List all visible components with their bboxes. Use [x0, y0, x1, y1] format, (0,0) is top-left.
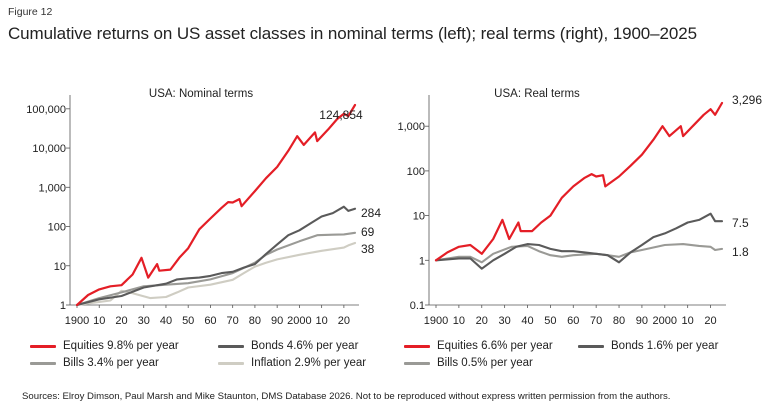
x-tick-label-nominal: 90 — [271, 315, 283, 327]
y-tick-label-nominal: 1 — [60, 300, 66, 312]
x-tick-label-nominal: 30 — [138, 315, 150, 327]
end-label-bills-nominal: 69 — [361, 225, 375, 239]
x-tick-label-real: 60 — [567, 315, 579, 327]
x-tick-label-nominal: 80 — [249, 315, 261, 327]
x-tick-label-nominal: 50 — [182, 315, 194, 327]
series-line-equities-real — [434, 101, 724, 262]
y-tick-label-real: 1 — [419, 255, 425, 267]
x-tick-label-real: 50 — [544, 315, 556, 327]
x-tick-label-real: 1900 — [424, 315, 448, 327]
y-tick-label-nominal: 100 — [48, 222, 66, 234]
x-tick-label-real: 80 — [613, 315, 625, 327]
legend-label: Bills 3.4% per year — [63, 357, 159, 369]
end-label-inflation-nominal: 38 — [361, 242, 375, 256]
y-tick-label-nominal: 10 — [54, 261, 66, 273]
y-tick-label-real: 100 — [407, 166, 425, 178]
x-tick-label-nominal: 2000 — [287, 315, 311, 327]
end-label-equities-nominal: 124,854 — [319, 108, 363, 122]
series-line-bonds-nominal — [75, 205, 357, 307]
end-label-bonds-real: 7.5 — [732, 216, 749, 230]
x-tick-label-nominal: 20 — [115, 315, 127, 327]
legend-swatch — [578, 344, 604, 348]
end-label-equities-real: 3,296 — [732, 93, 762, 107]
legend-label: Inflation 2.9% per year — [251, 357, 367, 369]
y-tick-label-real: 10 — [413, 211, 425, 223]
series-line-bonds-real — [434, 212, 724, 270]
x-tick-label-real: 10 — [682, 315, 694, 327]
legend-item-bonds-nominal: Bonds 4.6% per year — [218, 340, 358, 352]
legend-label: Equities 9.8% per year — [63, 340, 179, 352]
legend-swatch — [30, 361, 56, 365]
legend-item-bills-nominal: Bills 3.4% per year — [30, 357, 159, 369]
x-tick-label-real: 10 — [453, 315, 465, 327]
x-tick-label-nominal: 70 — [227, 315, 239, 327]
legend-item-equities-nominal: Equities 9.8% per year — [30, 340, 179, 352]
figure-label: Figure 12 — [8, 6, 53, 18]
legend-label: Bonds 4.6% per year — [251, 340, 359, 352]
source-note: Sources: Elroy Dimson, Paul Marsh and Mi… — [22, 391, 671, 402]
legend-item-bonds-real: Bonds 1.6% per year — [578, 340, 718, 352]
x-tick-label-nominal: 10 — [316, 315, 328, 327]
x-tick-label-nominal: 1900 — [65, 315, 89, 327]
legend-swatch — [404, 361, 430, 365]
figure-title: Cumulative returns on US asset classes i… — [8, 24, 697, 43]
series-line-bills-real — [434, 243, 724, 264]
end-label-bonds-nominal: 284 — [361, 206, 381, 220]
legend-swatch — [404, 344, 430, 348]
x-tick-label-real: 2000 — [653, 315, 677, 327]
legend-swatch — [218, 361, 244, 365]
legend-label: Equities 6.6% per year — [437, 340, 553, 352]
y-tick-label-nominal: 100,000 — [26, 104, 66, 116]
legend-label: Bonds 1.6% per year — [611, 340, 719, 352]
y-tick-label-real: 1,000 — [397, 121, 425, 133]
x-tick-label-real: 40 — [521, 315, 533, 327]
x-tick-label-nominal: 40 — [160, 315, 172, 327]
legend-swatch — [30, 344, 56, 348]
legend-swatch — [218, 344, 244, 348]
series-line-bills-nominal — [75, 231, 357, 307]
x-tick-label-nominal: 10 — [93, 315, 105, 327]
x-tick-label-real: 90 — [636, 315, 648, 327]
x-tick-label-nominal: 20 — [338, 315, 350, 327]
y-tick-label-nominal: 10,000 — [32, 143, 66, 155]
legend-item-inflation-nominal: Inflation 2.9% per year — [218, 357, 366, 369]
left-panel-title: USA: Nominal terms — [148, 88, 254, 100]
x-tick-label-real: 20 — [704, 315, 716, 327]
x-tick-label-real: 70 — [590, 315, 602, 327]
legend-item-bills-real: Bills 0.5% per year — [404, 357, 533, 369]
series-line-equities-nominal — [75, 103, 357, 307]
x-tick-label-real: 30 — [499, 315, 511, 327]
y-tick-label-real: 0.1 — [410, 300, 425, 312]
legend-label: Bills 0.5% per year — [437, 357, 533, 369]
legend-item-equities-real: Equities 6.6% per year — [404, 340, 553, 352]
x-tick-label-nominal: 60 — [204, 315, 216, 327]
y-tick-label-nominal: 1,000 — [38, 182, 66, 194]
end-label-bills-real: 1.8 — [732, 245, 749, 259]
right-panel-title: USA: Real terms — [494, 88, 580, 100]
x-tick-label-real: 20 — [476, 315, 488, 327]
